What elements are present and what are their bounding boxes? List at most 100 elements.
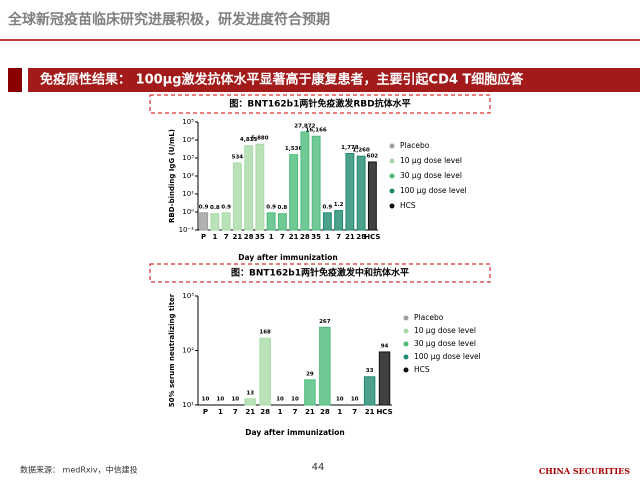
x-tick-label: 35: [311, 233, 321, 241]
value-label: 602: [367, 153, 379, 159]
y-tick-label: 10³: [182, 154, 194, 162]
value-label: 33: [366, 368, 374, 374]
value-label: 5,880: [251, 136, 269, 142]
page-number: 44: [312, 462, 325, 473]
y-axis-label: 50% serum neutralizing titer: [168, 293, 176, 407]
legend-label: 10 μg dose level: [414, 326, 476, 335]
title-box: [149, 94, 491, 114]
x-tick-label: 1: [218, 408, 223, 416]
x-tick-label: 21: [365, 408, 375, 416]
x-tick-label: P: [201, 233, 206, 241]
bar: [221, 212, 231, 231]
bar: [255, 143, 265, 231]
value-label: 1.2: [334, 202, 344, 208]
x-tick-label: 1: [325, 233, 330, 241]
x-tick-label: HCS: [376, 408, 392, 416]
legend-label: Placebo: [400, 141, 430, 150]
bar: [356, 155, 366, 231]
x-axis-label: Day after immunization: [245, 428, 344, 437]
y-tick-label: 10²: [182, 172, 194, 180]
legend-label: Placebo: [414, 313, 444, 322]
value-label: 1,260: [352, 148, 370, 154]
legend-marker: [403, 328, 409, 334]
x-tick-label: 1: [278, 408, 283, 416]
x-tick-label: HCS: [364, 233, 380, 241]
source: 数据来源： medRxiv，中信建投: [20, 465, 138, 475]
x-tick-label: 28: [260, 408, 270, 416]
x-tick-label: 28: [244, 233, 254, 241]
x-tick-label: 1: [212, 233, 217, 241]
value-label: 0.9: [266, 204, 276, 210]
banner-text: 免疫原性结果： 100μg激发抗体水平显著高于康复患者，主要引起CD4 T细胞应…: [40, 72, 524, 88]
value-label: 0.9: [199, 204, 209, 210]
value-label: 534: [232, 154, 244, 160]
legend-marker: [403, 341, 409, 347]
value-label: 94: [381, 343, 389, 349]
value-label: 267: [319, 319, 331, 325]
value-label: 10: [276, 397, 284, 403]
bar: [322, 212, 332, 231]
bar: [232, 162, 242, 231]
x-tick-label: 35: [255, 233, 265, 241]
x-tick-label: 7: [352, 408, 357, 416]
legend-label: 30 μg dose level: [400, 171, 462, 180]
x-tick-label: P: [203, 408, 208, 416]
x-tick-label: 21: [233, 233, 243, 241]
y-tick-label: 10⁵: [182, 118, 194, 126]
legend-marker: [389, 188, 395, 194]
y-tick-label: 10²: [182, 347, 194, 355]
value-label: 16,166: [306, 128, 327, 134]
y-tick-label: 10⁰: [182, 208, 194, 216]
chart-title: 图：BNT162b1两针免疫激发中和抗体水平: [231, 267, 409, 279]
value-label: 10: [202, 397, 210, 403]
x-tick-label: 21: [289, 233, 299, 241]
bar: [334, 210, 344, 231]
bar: [363, 376, 376, 406]
value-label: 10: [351, 397, 359, 403]
legend-label: HCS: [414, 365, 430, 374]
x-tick-label: 7: [233, 408, 238, 416]
slide-title: 全球新冠疫苗临床研究进展积极，研发进度符合预期: [7, 11, 330, 28]
x-tick-label: 28: [356, 233, 366, 241]
banner: [28, 68, 640, 92]
bar: [311, 135, 321, 231]
bar: [367, 161, 377, 231]
bar: [319, 326, 331, 406]
bar: [244, 398, 256, 406]
value-label: 10: [217, 397, 225, 403]
bar: [304, 379, 316, 406]
banner-block: [8, 68, 22, 92]
value-label: 0.8: [278, 205, 288, 211]
bar: [210, 213, 220, 231]
legend-label: HCS: [400, 201, 416, 210]
x-tick-label: 7: [280, 233, 285, 241]
value-label: 1,778: [341, 145, 359, 151]
value-label: 1,536: [285, 146, 303, 152]
value-label: 10: [231, 397, 239, 403]
legend-label: 100 μg dose level: [400, 186, 467, 195]
value-label: 168: [259, 330, 271, 336]
bar: [289, 154, 299, 231]
y-tick-label: 10⁻¹: [179, 226, 195, 234]
x-tick-label: 7: [293, 408, 298, 416]
bar: [345, 153, 355, 231]
value-label: 29: [306, 371, 314, 377]
x-tick-label: 28: [300, 233, 310, 241]
bar: [266, 212, 276, 231]
legend-marker: [403, 354, 409, 360]
legend-marker: [389, 203, 395, 209]
y-tick-label: 10¹: [182, 401, 194, 409]
value-label: 4,813: [240, 137, 258, 143]
value-label: 0.9: [221, 204, 231, 210]
bar: [300, 131, 310, 231]
legend-label: 10 μg dose level: [400, 156, 462, 165]
bar: [244, 145, 254, 231]
legend-marker: [389, 173, 395, 179]
y-tick-label: 10⁴: [182, 136, 194, 144]
bar: [259, 337, 271, 406]
legend-marker: [403, 315, 409, 321]
bar: [199, 212, 209, 231]
legend-label: 30 μg dose level: [414, 339, 476, 348]
bar: [277, 213, 287, 231]
